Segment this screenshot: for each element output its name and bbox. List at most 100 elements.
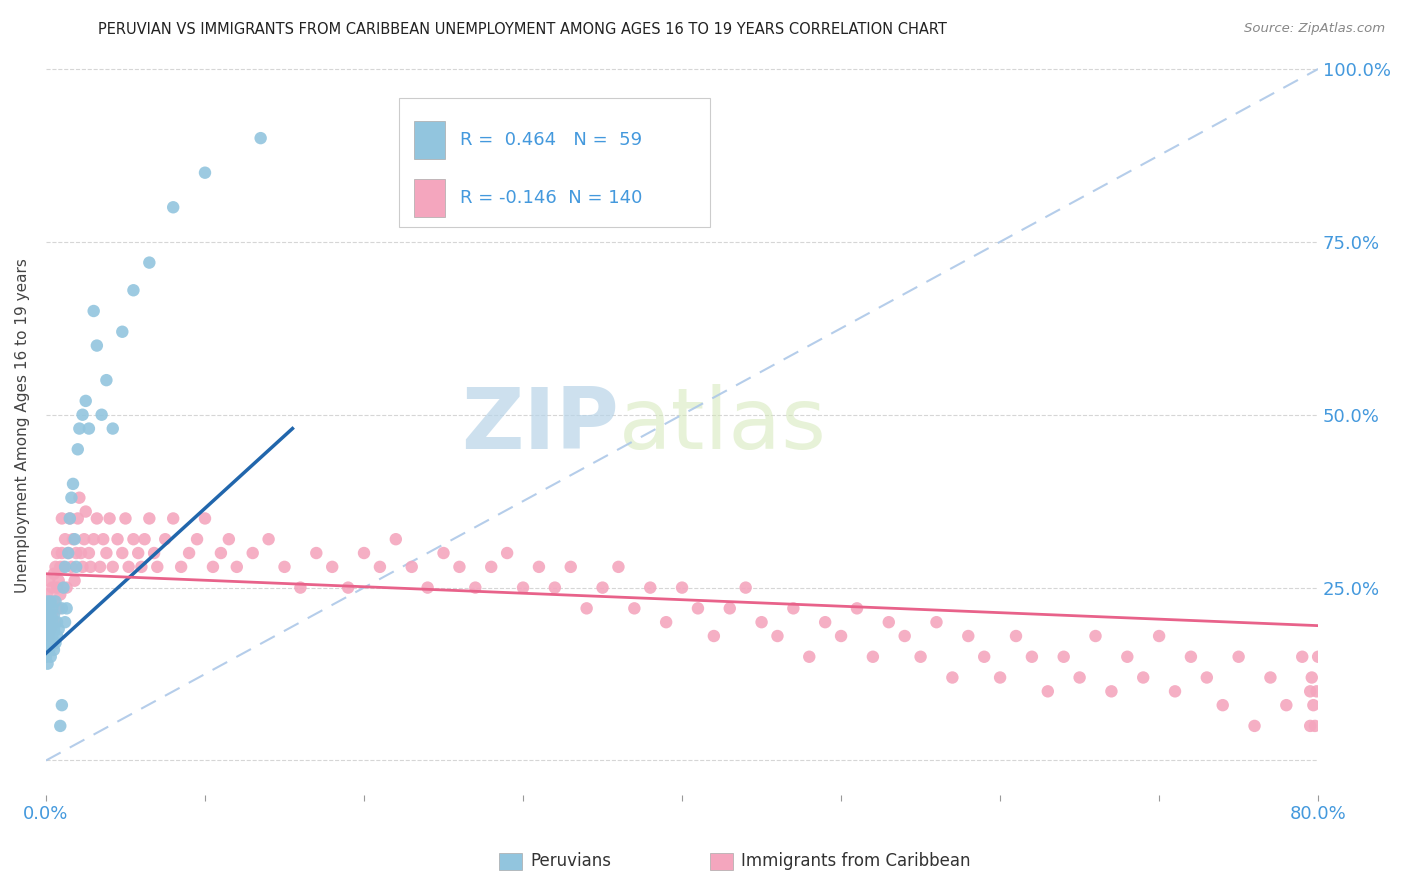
Point (988, 671, 1011, 685)
Point (799, 649, 821, 664)
Point (41, 629, 63, 643)
Point (638, 581, 661, 595)
Point (39, 649, 62, 664)
Point (51, 698, 73, 713)
Point (218, 532, 240, 546)
Point (973, 649, 995, 664)
Point (63, 574, 86, 588)
Point (194, 166, 217, 180)
Point (98, 511, 121, 525)
Point (1053, 649, 1076, 664)
Point (38, 615, 60, 630)
Point (1099, 684, 1122, 698)
Point (432, 546, 454, 560)
Point (479, 559, 502, 574)
Point (814, 615, 837, 630)
Point (37, 615, 59, 630)
Point (52, 559, 75, 574)
Point (62, 476, 84, 491)
Point (290, 581, 312, 595)
Point (37, 608, 59, 623)
Point (527, 559, 550, 574)
Point (39, 608, 62, 623)
Point (1308, 649, 1330, 664)
Point (186, 532, 208, 546)
Point (734, 581, 756, 595)
Point (37, 643, 59, 657)
Point (1132, 671, 1154, 685)
Point (51, 601, 73, 615)
Point (846, 601, 869, 615)
Point (38, 574, 60, 588)
Point (75, 393, 97, 408)
Point (75, 504, 97, 518)
Point (37, 657, 59, 671)
Point (72, 559, 94, 574)
Point (170, 559, 193, 574)
Point (1212, 698, 1234, 713)
Point (83, 304, 105, 318)
Point (46, 546, 69, 560)
Point (79, 559, 101, 574)
Point (42, 566, 65, 581)
Point (55, 601, 77, 615)
Point (925, 615, 948, 630)
Point (655, 615, 678, 630)
Point (53, 615, 76, 630)
Point (1116, 649, 1139, 664)
Point (766, 629, 789, 643)
Point (39, 622, 62, 636)
Point (385, 532, 408, 546)
Point (66, 511, 89, 525)
Point (72, 408, 94, 422)
Point (35, 636, 58, 650)
Point (49, 588, 72, 602)
Point (321, 559, 343, 574)
Point (249, 131, 271, 145)
Point (464, 581, 486, 595)
Point (1291, 649, 1313, 664)
Point (131, 559, 153, 574)
Text: Source: ZipAtlas.com: Source: ZipAtlas.com (1244, 22, 1385, 36)
Point (44, 559, 66, 574)
Point (59, 511, 82, 525)
Point (1164, 684, 1187, 698)
Point (1227, 649, 1250, 664)
Point (86, 338, 108, 352)
Point (1299, 684, 1322, 698)
Text: PERUVIAN VS IMMIGRANTS FROM CARIBBEAN UNEMPLOYMENT AMONG AGES 16 TO 19 YEARS COR: PERUVIAN VS IMMIGRANTS FROM CARIBBEAN UN… (98, 22, 948, 37)
Point (96, 373, 118, 387)
Text: R =  0.464   N =  59: R = 0.464 N = 59 (460, 131, 643, 149)
Point (1305, 684, 1327, 698)
Point (305, 546, 328, 560)
Point (83, 532, 105, 546)
Point (37, 588, 59, 602)
Point (1084, 629, 1107, 643)
Point (122, 532, 145, 546)
Point (782, 601, 804, 615)
Point (60, 491, 83, 505)
Point (38, 601, 60, 615)
Point (1036, 684, 1059, 698)
Point (607, 559, 630, 574)
Point (39, 636, 62, 650)
Point (118, 559, 141, 574)
Point (368, 559, 391, 574)
Point (910, 649, 932, 664)
Text: R = -0.146  N = 140: R = -0.146 N = 140 (460, 188, 643, 207)
Point (107, 532, 129, 546)
Point (70, 546, 93, 560)
Point (686, 601, 709, 615)
Point (35, 601, 58, 615)
Point (38, 643, 60, 657)
Text: Peruvians: Peruvians (530, 852, 612, 870)
Point (830, 629, 852, 643)
Point (66, 442, 89, 457)
Point (194, 511, 217, 525)
Point (44, 636, 66, 650)
Point (209, 546, 232, 560)
Point (44, 594, 66, 608)
Point (37, 594, 59, 608)
Point (1195, 671, 1218, 685)
Point (38, 629, 60, 643)
